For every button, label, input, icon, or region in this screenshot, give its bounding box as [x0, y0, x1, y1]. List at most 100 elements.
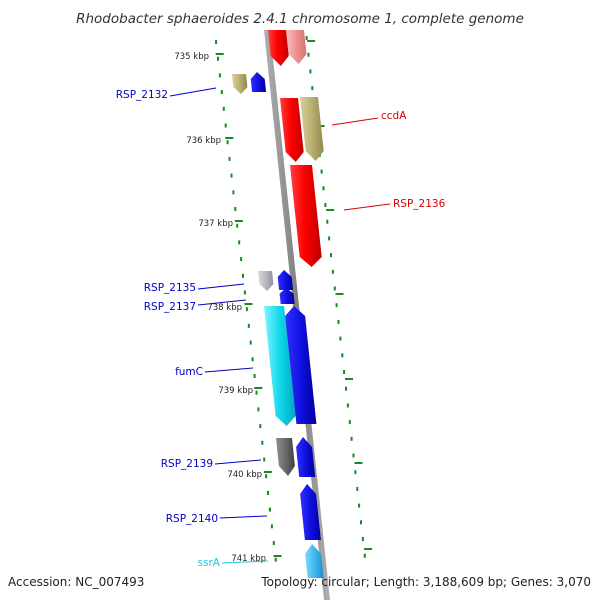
- blue-gene-fumC[interactable]: [285, 306, 317, 424]
- scale-track-dot: [272, 541, 275, 545]
- scale-major-tick: [254, 387, 263, 389]
- outer-track-dot: [354, 470, 357, 475]
- scale-track-dot: [234, 207, 237, 211]
- scale-track-dot: [261, 440, 264, 445]
- top-red-gene[interactable]: [268, 30, 289, 66]
- accession-text: Accession: NC_007493: [8, 575, 144, 589]
- outer-track-dot: [339, 336, 342, 341]
- outer-track-dot: [324, 203, 327, 207]
- outer-track-dot: [348, 420, 351, 425]
- outer-track-dot: [350, 436, 353, 441]
- olive-gene-ccdA[interactable]: [300, 97, 324, 161]
- gene-label-ccdA[interactable]: ccdA: [381, 110, 407, 122]
- outer-track-dot: [360, 520, 362, 525]
- scale-track-dot: [247, 323, 250, 328]
- scale-track-dot: [245, 307, 248, 312]
- outer-track-dot: [328, 236, 331, 241]
- outer-track-dot: [361, 537, 364, 541]
- scale-label-738: 738 kbp: [207, 303, 242, 313]
- scale-label-737: 737 kbp: [198, 219, 233, 229]
- cyan-gene-fumC[interactable]: [264, 306, 296, 426]
- outer-track-dot: [331, 269, 334, 274]
- scale-track-dot: [253, 374, 256, 378]
- outer-track-dot: [363, 553, 366, 558]
- scale-track-dot: [224, 123, 227, 128]
- gene-label-rsp2136[interactable]: RSP_2136: [393, 198, 446, 210]
- scale-track-dot: [220, 90, 223, 95]
- outer-track-dot: [337, 319, 340, 324]
- scale-major-tick: [225, 137, 234, 139]
- blue-gene-rsp2140[interactable]: [300, 484, 321, 540]
- outer-track-dot: [311, 86, 314, 91]
- outer-track-dot: [341, 353, 344, 358]
- scale-track-dot: [218, 73, 221, 78]
- blue-gene-rsp2132[interactable]: [250, 72, 267, 92]
- gene-label-rsp2135[interactable]: RSP_2135: [144, 282, 196, 294]
- scale-major-tick: [234, 220, 243, 222]
- outer-track-dot: [358, 503, 361, 508]
- outer-track-dot: [305, 36, 308, 40]
- gene-label-fumC[interactable]: fumC: [175, 366, 203, 378]
- gene-label-rsp2140[interactable]: RSP_2140: [166, 513, 218, 525]
- scale-track-dot: [274, 557, 277, 562]
- olive-gene-rsp2132[interactable]: [232, 74, 248, 94]
- gene-label-rsp2139[interactable]: RSP_2139: [161, 458, 213, 470]
- scale-track-dot: [242, 273, 244, 278]
- blue-gene-rsp2137[interactable]: [279, 288, 295, 304]
- skyblue-gene-ssrA[interactable]: [305, 544, 324, 578]
- scale-track-dot: [217, 56, 219, 61]
- blue-gene-rsp2139[interactable]: [296, 437, 316, 477]
- scale-label-735: 735 kbp: [174, 52, 209, 62]
- scale-label-741: 741 kbp: [231, 554, 266, 564]
- scale-major-tick: [263, 471, 272, 473]
- outer-track-dot: [320, 169, 323, 174]
- scale-track-dot: [243, 290, 246, 295]
- outer-track-dot: [333, 286, 336, 291]
- outer-track-dot: [307, 52, 310, 57]
- scale-track-dot: [230, 173, 233, 178]
- outer-track-dot: [322, 186, 325, 191]
- scale-label-740: 740 kbp: [227, 470, 262, 480]
- leader-lines: [169, 87, 391, 564]
- scale-track-dot: [249, 340, 252, 345]
- gene-label-ssrA[interactable]: ssrA: [198, 557, 221, 569]
- scale-major-tick: [215, 53, 224, 55]
- gray-gene-rsp2135[interactable]: [258, 271, 274, 291]
- scale-track-dot: [267, 490, 269, 495]
- gene-label-rsp2137[interactable]: RSP_2137: [144, 301, 196, 313]
- gray-gene-rsp2139[interactable]: [276, 438, 295, 476]
- outer-track-dot: [309, 69, 312, 74]
- scale-track-dot: [240, 257, 243, 262]
- scale-track-dot: [238, 240, 241, 245]
- gene-features: [232, 30, 324, 578]
- outer-major-tick: [364, 548, 373, 550]
- scale-track: [215, 40, 282, 562]
- scale-track-dot: [257, 407, 260, 412]
- scale-track-dot: [270, 524, 273, 529]
- scale-track-dot: [226, 140, 229, 145]
- scale-track-dot: [255, 390, 258, 395]
- outer-major-tick: [307, 40, 316, 42]
- scale-track-dot: [265, 474, 268, 479]
- scale-major-tick: [273, 555, 282, 557]
- outer-track-dot: [343, 370, 346, 374]
- topology-text: Topology: circular; Length: 3,188,609 bp…: [260, 575, 591, 589]
- red-gene-ccdA-left[interactable]: [280, 98, 304, 162]
- blue-gene-rsp2135[interactable]: [277, 270, 294, 290]
- red-gene-rsp2136[interactable]: [290, 165, 322, 267]
- outer-major-tick: [326, 209, 335, 211]
- scale-track-dot: [268, 507, 271, 512]
- scale-track-dot: [222, 106, 225, 111]
- outer-track-dot: [326, 219, 329, 224]
- scale-label-736: 736 kbp: [186, 136, 221, 146]
- outer-major-tick: [335, 293, 344, 295]
- outer-track-dot: [330, 253, 332, 258]
- gene-label-rsp2132[interactable]: RSP_2132: [116, 89, 168, 101]
- outer-track-dot: [356, 486, 359, 491]
- scale-label-739: 739 kbp: [218, 386, 253, 396]
- outer-track-dot: [352, 453, 355, 458]
- pink-gene[interactable]: [286, 30, 307, 64]
- outer-major-tick: [345, 378, 353, 380]
- outer-track-dot: [346, 403, 349, 408]
- outer-track-dot: [335, 303, 338, 308]
